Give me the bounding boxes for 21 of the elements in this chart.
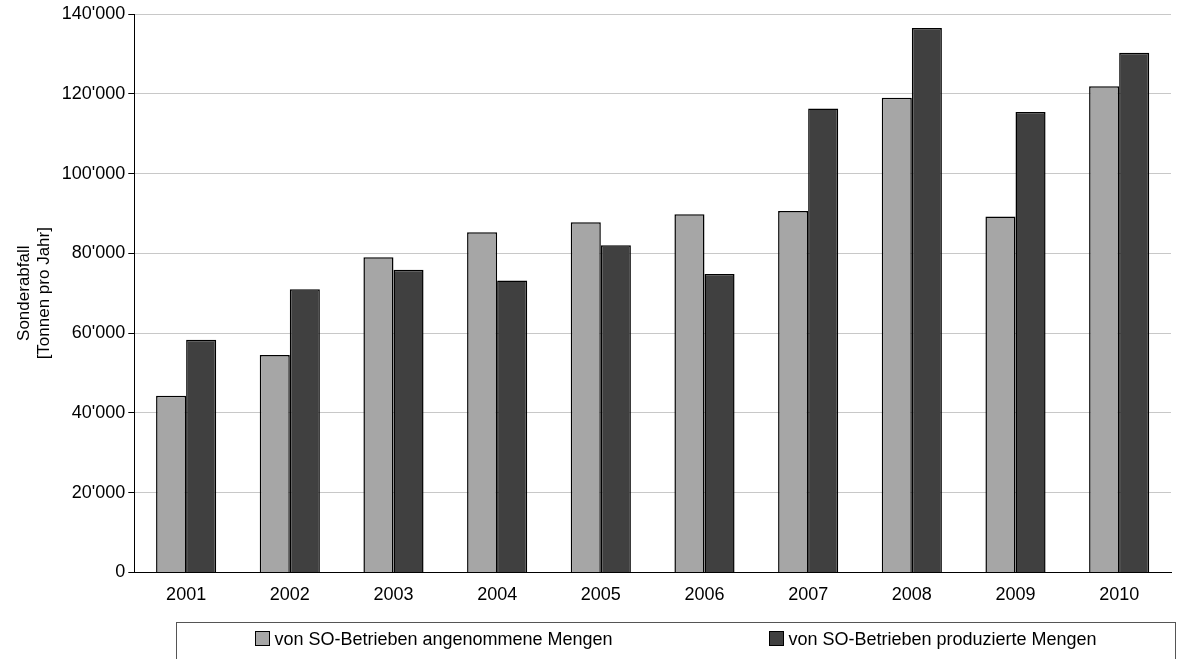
x-tick-label: 2001 xyxy=(166,584,207,605)
x-tick-label: 2005 xyxy=(580,584,621,605)
y-axis-title: Sonderabfall [Tonnen pro Jahr] xyxy=(13,227,54,360)
x-tick-label: 2003 xyxy=(373,584,414,605)
x-tick-label: 2010 xyxy=(1099,584,1140,605)
x-tick-label: 2002 xyxy=(269,584,310,605)
x-tick-label: 2007 xyxy=(788,584,829,605)
legend-label: von SO-Betrieben angenommene Mengen xyxy=(273,629,613,651)
x-tick-label: 2008 xyxy=(891,584,932,605)
x-tick-label: 2004 xyxy=(477,584,518,605)
y-tick-label: 40'000 xyxy=(71,401,126,422)
y-tick-label: 20'000 xyxy=(71,481,126,502)
y-tick-label: 0 xyxy=(115,561,126,582)
y-tick-label: 120'000 xyxy=(61,82,126,103)
legend-label: von SO-Betrieben produzierte Mengen xyxy=(787,629,1097,651)
y-tick-label: 140'000 xyxy=(61,2,126,23)
y-tick-label: 60'000 xyxy=(71,322,126,343)
y-tick-label: 100'000 xyxy=(61,162,126,183)
x-tick-label: 2006 xyxy=(684,584,725,605)
x-tick-label: 2009 xyxy=(995,584,1036,605)
y-tick-label: 80'000 xyxy=(71,242,126,263)
